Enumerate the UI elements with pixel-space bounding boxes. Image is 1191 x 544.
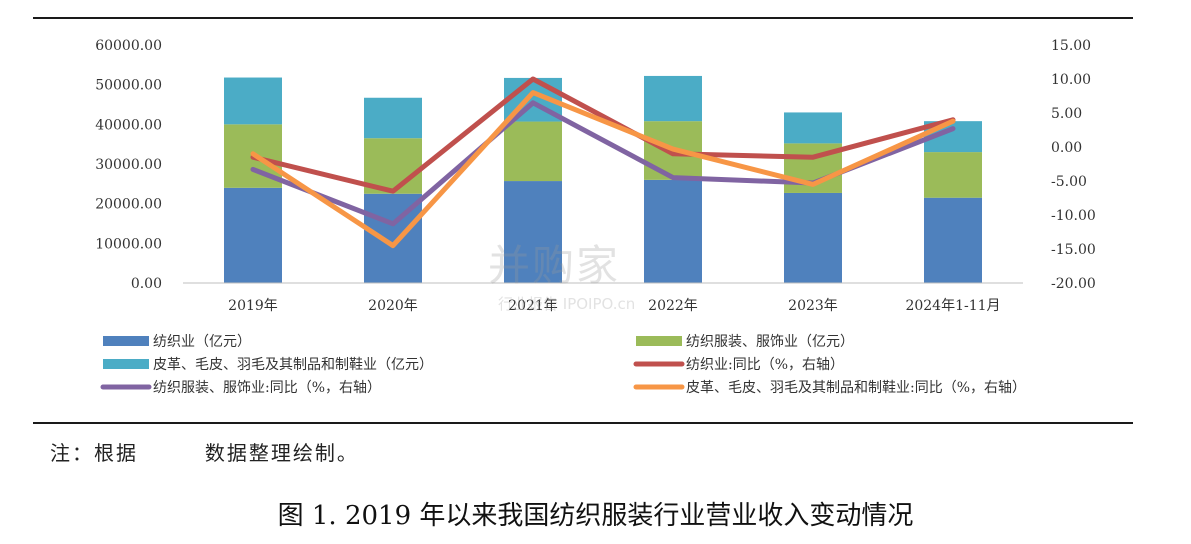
series-line-3 (250, 90, 956, 249)
bar-segment-1 (924, 197, 982, 283)
legend-label: 纺织服装、服饰业（亿元） (686, 334, 854, 350)
bar-segment-1 (644, 179, 702, 283)
x-tick-label: 2023年 (788, 298, 838, 314)
legend-label: 纺织业:同比（%，右轴） (686, 357, 844, 373)
legend: 纺织业（亿元） 纺织服装、服饰业（亿元） 皮革、毛皮、羽毛及其制品和制鞋业（亿元） 纺… (100, 334, 1026, 396)
right-tick-label: 10.00 (1051, 72, 1091, 88)
series-line-1 (250, 76, 956, 194)
lines (250, 76, 956, 249)
left-tick-label: 0.00 (131, 276, 162, 292)
right-tick-label: 5.00 (1051, 106, 1082, 122)
figure-caption: 图 1. 2019 年以来我国纺织服装行业营业收入变动情况 (277, 501, 914, 531)
x-tick-label: 2022年 (648, 298, 698, 314)
bar-segment-3 (224, 77, 282, 125)
x-tick-label: 2024年1-11月 (905, 298, 1000, 314)
source-note: 注：根据 数据整理绘制。 (50, 441, 359, 465)
top-rule (33, 17, 1133, 19)
chart: 0.00 10000.00 20000.00 30000.00 40000.00 5000… (95, 38, 1096, 396)
legend-swatch (636, 336, 682, 346)
bar-segment-3 (784, 112, 842, 144)
x-tick-label: 2019年 (228, 298, 278, 314)
legend-label: 纺织服装、服饰业:同比（%，右轴） (153, 380, 381, 396)
x-tick-label: 2020年 (368, 298, 418, 314)
left-tick-label: 20000.00 (95, 197, 162, 213)
bar-segment-2 (504, 121, 562, 182)
right-axis-ticks: -20.00 -15.00 -10.00 -5.00 0.00 5.00 10.00 15.0… (1051, 38, 1096, 292)
bar-segment-1 (784, 192, 842, 283)
legend-label: 皮革、毛皮、羽毛及其制品和制鞋业（亿元） (153, 357, 433, 373)
bar-segment-3 (644, 75, 702, 122)
bar-segment-2 (924, 152, 982, 198)
right-tick-label: -10.00 (1051, 208, 1096, 224)
legend-label: 皮革、毛皮、羽毛及其制品和制鞋业:同比（%，右轴） (686, 380, 1026, 396)
right-tick-label: 15.00 (1051, 38, 1091, 54)
bar-segment-3 (364, 97, 422, 139)
bottom-rule (33, 422, 1133, 424)
right-tick-label: 0.00 (1051, 140, 1082, 156)
x-axis-labels: 2019年 2020年 2021年 2022年 2023年 2024年1-11月 (228, 298, 1000, 314)
bars (224, 75, 982, 283)
left-tick-label: 60000.00 (95, 38, 162, 54)
right-tick-label: -15.00 (1051, 242, 1096, 258)
legend-swatch (103, 336, 149, 346)
left-tick-label: 50000.00 (95, 78, 162, 94)
left-tick-label: 40000.00 (95, 117, 162, 133)
legend-label: 纺织业（亿元） (153, 334, 251, 350)
bar-segment-1 (504, 181, 562, 283)
right-tick-label: -5.00 (1051, 174, 1087, 190)
right-tick-label: -20.00 (1051, 276, 1096, 292)
left-tick-label: 30000.00 (95, 157, 162, 173)
left-tick-label: 10000.00 (95, 236, 162, 252)
x-tick-label: 2021年 (508, 298, 558, 314)
left-axis-ticks: 0.00 10000.00 20000.00 30000.00 40000.00 5000… (95, 38, 162, 292)
bar-segment-1 (224, 187, 282, 283)
legend-swatch (103, 359, 149, 369)
